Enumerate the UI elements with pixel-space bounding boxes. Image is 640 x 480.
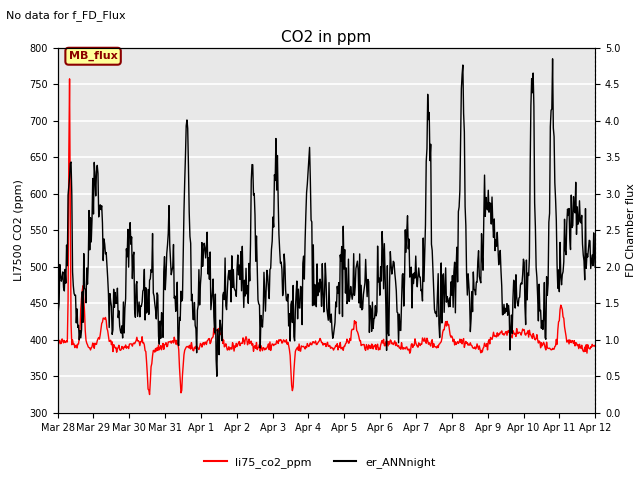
Text: MB_flux: MB_flux <box>68 51 118 61</box>
Title: CO2 in ppm: CO2 in ppm <box>281 30 372 46</box>
Y-axis label: FD Chamber flux: FD Chamber flux <box>626 183 636 277</box>
Legend: li75_co2_ppm, er_ANNnight: li75_co2_ppm, er_ANNnight <box>200 452 440 472</box>
Text: No data for f_FD_Flux: No data for f_FD_Flux <box>6 10 126 21</box>
Y-axis label: LI7500 CO2 (ppm): LI7500 CO2 (ppm) <box>13 180 24 281</box>
